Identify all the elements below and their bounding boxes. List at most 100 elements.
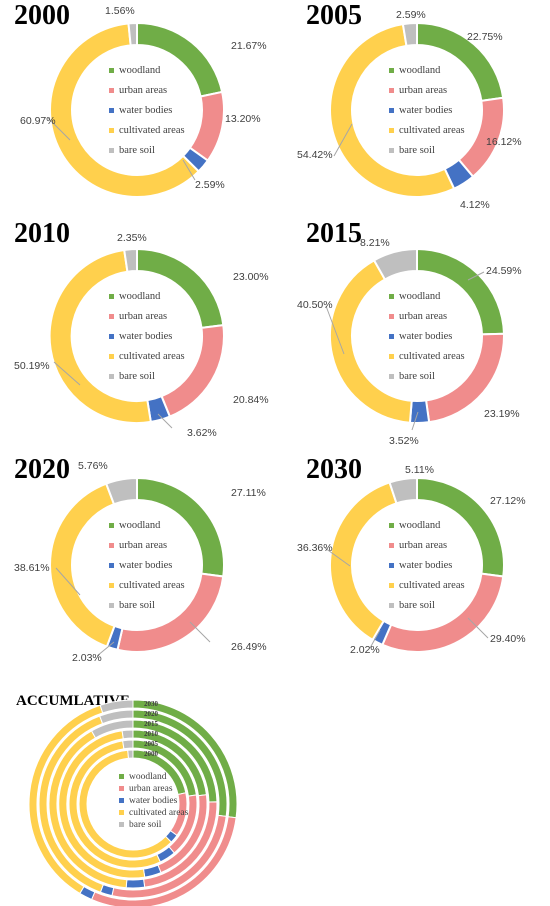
legend-swatch-bare-soil xyxy=(119,822,124,827)
slice-bare-soil xyxy=(372,247,418,281)
legend-label-cultivated-areas: cultivated areas xyxy=(119,351,185,362)
legend-swatch-water-bodies xyxy=(389,563,394,568)
data-label-urban-areas: 13.20% xyxy=(225,113,261,125)
legend-swatch-woodland xyxy=(389,68,394,73)
slice-bare-soil xyxy=(127,21,138,47)
legend-label-woodland: woodland xyxy=(399,291,441,302)
data-label-cultivated-areas: 36.36% xyxy=(297,542,333,554)
ring-slice-bare-soil xyxy=(99,709,134,725)
data-label-water-bodies: 4.12% xyxy=(460,199,490,211)
legend-label-water-bodies: water bodies xyxy=(129,796,178,806)
legend-label-woodland: woodland xyxy=(119,520,161,531)
data-label-woodland: 23.00% xyxy=(233,271,269,283)
ring-slice-bare-soil xyxy=(121,729,134,740)
data-label-bare-soil: 2.59% xyxy=(396,9,426,21)
legend-label-urban-areas: urban areas xyxy=(119,540,167,551)
leader-line xyxy=(369,629,381,649)
ring-2010 xyxy=(58,729,208,879)
chart-title: 2010 xyxy=(14,218,70,249)
slice-cultivated-areas xyxy=(329,22,456,198)
legend-label-water-bodies: water bodies xyxy=(119,331,172,342)
legend-swatch-bare-soil xyxy=(389,603,394,608)
legend-label-bare-soil: bare soil xyxy=(119,600,155,611)
chart-title: 2005 xyxy=(306,0,362,31)
data-label-cultivated-areas: 40.50% xyxy=(297,299,333,311)
leader-line xyxy=(189,621,211,643)
donut-chart-2010: 2010 23.00% 20.84% 3.62% 50.19% 2.35% woodland… xyxy=(14,218,269,439)
data-label-cultivated-areas: 60.97% xyxy=(20,115,56,127)
data-label-urban-areas: 26.49% xyxy=(231,641,267,653)
legend-swatch-cultivated-areas xyxy=(389,354,394,359)
leader-line xyxy=(411,411,419,431)
leader-line xyxy=(96,641,115,657)
legend-label-water-bodies: water bodies xyxy=(399,560,452,571)
legend-swatch-woodland xyxy=(389,523,394,528)
ring-label: 2030 xyxy=(144,700,159,708)
donut-chart-2015: 2015 24.59% 23.19% 3.52% 40.50% 8.21% woodland… xyxy=(297,218,522,447)
legend-label-bare-soil: bare soil xyxy=(399,600,435,611)
legend-label-cultivated-areas: cultivated areas xyxy=(119,125,185,136)
ring-label: 2005 xyxy=(144,740,159,748)
legend-label-woodland: woodland xyxy=(119,65,161,76)
legend-label-water-bodies: water bodies xyxy=(399,105,452,116)
legend-label-urban-areas: urban areas xyxy=(399,85,447,96)
data-label-cultivated-areas: 54.42% xyxy=(297,149,333,161)
slice-cultivated-areas xyxy=(48,248,152,425)
legend-label-urban-areas: urban areas xyxy=(119,85,167,96)
ring-slice-bare-soil xyxy=(90,719,134,739)
data-label-water-bodies: 3.62% xyxy=(187,427,217,439)
legend-swatch-woodland xyxy=(119,774,124,779)
legend-swatch-bare-soil xyxy=(389,374,394,379)
data-label-water-bodies: 3.52% xyxy=(389,435,419,447)
legend-label-water-bodies: water bodies xyxy=(119,105,172,116)
data-label-bare-soil: 5.11% xyxy=(405,464,434,476)
slice-bare-soil xyxy=(104,476,138,506)
legend-swatch-cultivated-areas xyxy=(109,128,114,133)
legend-label-bare-soil: bare soil xyxy=(119,371,155,382)
legend-label-urban-areas: urban areas xyxy=(399,540,447,551)
legend-swatch-water-bodies xyxy=(389,334,394,339)
ring-2030 xyxy=(28,699,238,906)
leader-line xyxy=(182,159,196,181)
legend-swatch-bare-soil xyxy=(109,603,114,608)
legend-label-woodland: woodland xyxy=(399,520,441,531)
legend-label-cultivated-areas: cultivated areas xyxy=(119,580,185,591)
slice-bare-soil xyxy=(401,21,418,48)
legend-label-cultivated-areas: cultivated areas xyxy=(399,125,465,136)
data-label-bare-soil: 8.21% xyxy=(360,237,390,249)
legend-label-urban-areas: urban areas xyxy=(119,311,167,322)
legend-label-urban-areas: urban areas xyxy=(399,311,447,322)
leader-line xyxy=(333,123,353,157)
chart-title: 2015 xyxy=(306,218,362,249)
donut-chart-2030: 2030 27.12% 29.40% 2.02% 36.36% 5.11% woodland… xyxy=(297,454,526,656)
data-label-urban-areas: 29.40% xyxy=(490,633,526,645)
data-label-bare-soil: 2.35% xyxy=(117,232,147,244)
leader-line xyxy=(325,305,345,355)
data-label-woodland: 22.75% xyxy=(467,31,503,43)
legend-label-cultivated-areas: cultivated areas xyxy=(129,808,189,818)
legend-swatch-urban-areas xyxy=(119,786,124,791)
legend-swatch-woodland xyxy=(109,523,114,528)
ring-2020 xyxy=(38,709,228,899)
legend-swatch-water-bodies xyxy=(389,108,394,113)
chart-title: 2020 xyxy=(14,454,70,485)
leader-line xyxy=(55,567,81,596)
legend-label-water-bodies: water bodies xyxy=(399,331,452,342)
legend-swatch-water-bodies xyxy=(109,108,114,113)
legend-swatch-bare-soil xyxy=(109,148,114,153)
legend-swatch-urban-areas xyxy=(109,314,114,319)
slice-cultivated-areas xyxy=(49,482,116,648)
leader-line xyxy=(467,617,489,639)
chart-title: 2030 xyxy=(306,454,362,485)
ring-2005 xyxy=(68,739,198,869)
ring-2015 xyxy=(48,719,218,889)
legend-label-bare-soil: bare soil xyxy=(119,145,155,156)
ring-label: 2020 xyxy=(144,710,159,718)
data-label-water-bodies: 2.59% xyxy=(195,179,225,191)
data-label-woodland: 24.59% xyxy=(486,265,522,277)
data-label-urban-areas: 16.12% xyxy=(486,136,522,148)
data-label-cultivated-areas: 38.61% xyxy=(14,562,50,574)
ring-label: 2010 xyxy=(144,730,159,738)
legend-swatch-woodland xyxy=(389,294,394,299)
legend-swatch-woodland xyxy=(109,294,114,299)
